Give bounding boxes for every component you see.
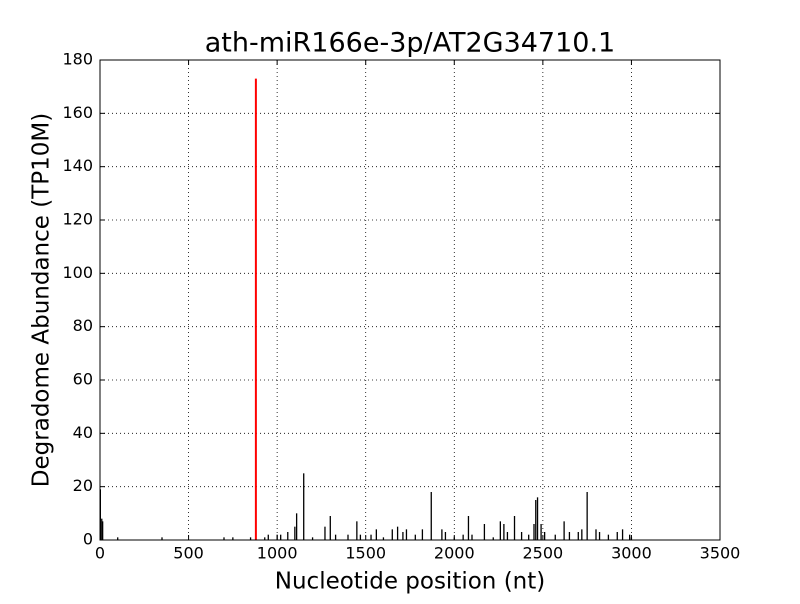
y-tick-label: 100 [62, 263, 93, 282]
x-tick-label: 2500 [522, 544, 563, 563]
x-tick-label: 1000 [257, 544, 298, 563]
y-tick-label: 120 [62, 210, 93, 229]
plot-frame [99, 59, 721, 541]
y-axis-label: Degradome Abundance (TP10M) [29, 113, 55, 487]
x-tick-label: 1500 [345, 544, 386, 563]
y-tick-label: 140 [62, 156, 93, 175]
x-tick-label: 0 [95, 544, 105, 563]
x-tick-label: 3500 [700, 544, 741, 563]
y-tick-label: 160 [62, 103, 93, 122]
y-tick-label: 0 [83, 530, 93, 549]
x-tick-label: 3000 [611, 544, 652, 563]
y-tick-label: 60 [73, 370, 93, 389]
x-tick-label: 500 [173, 544, 204, 563]
x-tick-label: 2000 [434, 544, 475, 563]
y-tick-label: 40 [73, 423, 93, 442]
y-tick-label: 180 [62, 50, 93, 69]
y-tick-label: 20 [73, 476, 93, 495]
chart-title: ath-miR166e-3p/AT2G34710.1 [205, 28, 615, 59]
y-tick-label: 80 [73, 316, 93, 335]
x-axis-label: Nucleotide position (nt) [275, 569, 545, 595]
